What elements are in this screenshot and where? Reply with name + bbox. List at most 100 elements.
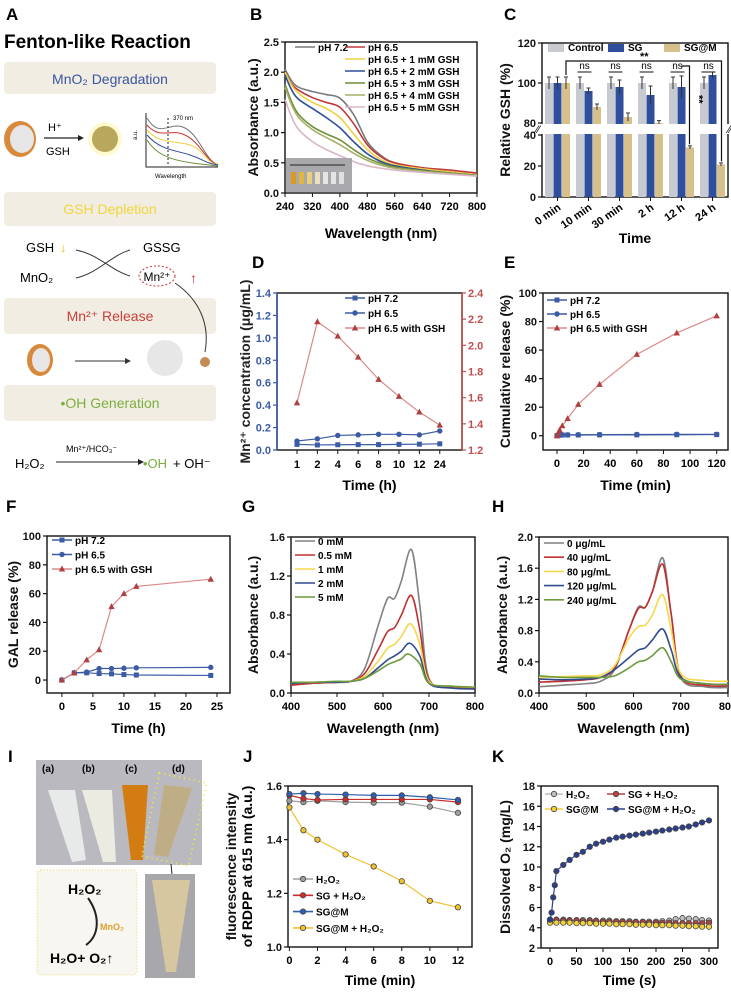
legend-label: pH 7.2: [318, 43, 348, 54]
data-point: [416, 441, 422, 447]
data-point: [659, 922, 666, 929]
data-point: [96, 665, 102, 672]
x-tick-label: 100: [681, 458, 699, 470]
y-tick-label: 4: [529, 923, 536, 935]
data-point: [396, 431, 402, 437]
x-tick-label: 2: [314, 955, 320, 967]
legend-item: pH 7.2: [547, 296, 600, 307]
legend-label: 0.5 mM: [318, 551, 352, 562]
legend-label: 40 μg/mL: [567, 553, 611, 564]
y-tick-label: 0.4: [256, 400, 272, 412]
data-point: [299, 875, 307, 883]
y-tick-label: 1.4: [267, 835, 283, 847]
x-tick-label: 6: [371, 955, 377, 967]
data-point: [692, 923, 699, 930]
x-tick-label: 0: [554, 458, 560, 470]
tube-a: [48, 790, 86, 862]
bar: [545, 83, 553, 197]
data-point: [634, 431, 640, 438]
legend-item: 80 μg/mL: [544, 567, 611, 578]
data-point: [593, 920, 600, 927]
bar: [655, 123, 663, 197]
data-point: [454, 904, 462, 911]
band-mn-release-label: Mn²⁺ Release: [67, 308, 154, 324]
legend-label: Control: [568, 43, 604, 54]
y-tick-label: 1.2: [518, 594, 533, 606]
x-tick-label: 1: [294, 459, 300, 471]
data-point: [550, 805, 558, 813]
legend-label: pH 6.5 + 3 mM GSH: [368, 79, 459, 90]
y-tick-label: 40: [29, 617, 41, 629]
x-tick-label: 20: [180, 701, 192, 713]
y-axis-label: Cumulative release (%): [497, 295, 513, 448]
x-tick-label: 10 min: [559, 201, 595, 231]
chart-b: 0.0 0.5 1.0 1.5 2.0 2.5 240 320 400 480 560 640 720 8…: [245, 37, 486, 241]
y-axis-label-line2: of RDPP at 615 nm (a.u.): [239, 786, 255, 948]
data-point: [639, 921, 646, 928]
data-point: [83, 656, 90, 663]
legend-item: pH 7.2: [52, 536, 105, 547]
nanoparticle-core: [32, 348, 50, 372]
legend-label: 1 mM: [318, 565, 344, 576]
data-point: [713, 312, 720, 319]
y2-tick-label: 1.2: [468, 445, 483, 457]
legend-item: pH 7.2: [295, 43, 348, 54]
up-arrow-icon: ↑: [190, 270, 197, 286]
series-2: [553, 312, 720, 439]
data-point: [560, 919, 567, 926]
legend-label: SG: [628, 43, 643, 54]
panel-label-a: A: [6, 5, 18, 24]
data-point: [293, 399, 301, 406]
legend-item: pH 6.5 + 2 mM GSH: [345, 67, 459, 78]
legend-item: SG@M + H₂O₂: [293, 924, 384, 935]
y-tick-label: 60: [29, 589, 41, 601]
series-line: [284, 71, 478, 176]
bar: [584, 91, 593, 197]
data-point: [546, 916, 554, 923]
data-point: [133, 672, 139, 678]
bar: [624, 117, 632, 197]
y-tick-label: 0.4: [270, 649, 286, 661]
y-tick-label: 16: [523, 801, 535, 813]
data-point: [375, 431, 382, 437]
y-tick-label: 1.6: [270, 532, 285, 544]
data-point: [342, 851, 349, 858]
y-tick-label: 0.8: [256, 355, 271, 367]
series-3: [286, 804, 462, 911]
panel-label-c: C: [504, 5, 516, 24]
products-label: H₂O+ O₂↑: [50, 950, 113, 966]
x-axis-label: Time (min): [345, 972, 416, 988]
panel-label-j: J: [243, 747, 252, 766]
x-axis-label: Wavelength (nm): [577, 720, 689, 736]
data-point: [633, 350, 641, 357]
vial: [331, 172, 336, 184]
band-oh-generation: [4, 385, 216, 421]
chart-g: 0.0 0.4 0.8 1.2 1.6 400 500 600 700 800 Wavelength…: [245, 532, 484, 736]
y-tick-label: 0.0: [270, 688, 285, 700]
legend-item: SG@M: [664, 43, 717, 54]
y-tick-label: 40: [524, 130, 536, 142]
x-axis-label: Wavelength (nm): [325, 225, 437, 241]
legend-item: SG + H₂O₂: [607, 790, 678, 801]
x-tick-label: 30 min: [590, 201, 626, 231]
data-point: [351, 324, 359, 331]
legend-label: 5 mM: [318, 593, 344, 604]
y-tick-label: 1.2: [270, 571, 285, 583]
band-degradation: [4, 62, 216, 94]
data-point: [666, 826, 673, 833]
y-tick-label: 0: [35, 675, 41, 687]
data-point: [207, 575, 214, 582]
y-tick-label: 12: [523, 842, 535, 854]
legend-item: pH 6.5: [52, 551, 105, 562]
data-point: [299, 908, 307, 915]
x-tick-label: 8: [399, 955, 405, 967]
panel-label-h: H: [492, 497, 504, 516]
y-tick-label: 0.4: [518, 657, 534, 669]
data-point: [553, 324, 561, 331]
data-point: [564, 415, 571, 422]
dissolving-particle-icon: [147, 340, 183, 376]
legend-item: pH 6.5 with GSH: [345, 324, 445, 335]
tube-c: [122, 785, 148, 860]
legend-item: SG@M + H₂O₂: [607, 805, 696, 816]
y-tick-label: 1.5: [264, 97, 279, 109]
